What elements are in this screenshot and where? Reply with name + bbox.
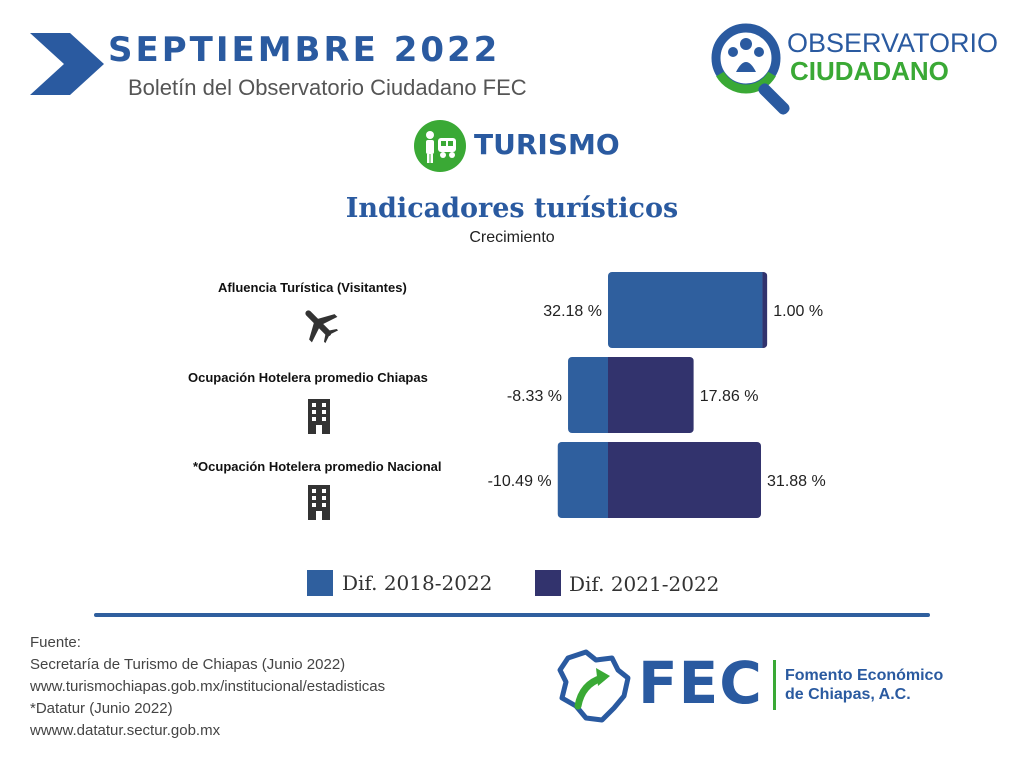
source-line: Fuente: <box>30 634 81 651</box>
source-link[interactable]: wwww.datatur.sectur.gob.mx <box>30 722 221 739</box>
observatorio-logo-line2: CIUDADANO <box>790 56 949 86</box>
bar-2021-2022 <box>762 272 768 348</box>
bar-group <box>608 272 768 348</box>
bar-2018-2022 <box>557 442 608 518</box>
fec-name-line2: de Chiapas, A.C. <box>785 686 911 703</box>
airplane-icon <box>305 310 339 344</box>
data-label-2018-2022: 32.18 % <box>543 303 602 320</box>
building-icon <box>308 399 330 434</box>
chiapas-map-icon <box>557 649 631 723</box>
chart-subtitle: Crecimiento <box>469 229 555 246</box>
source-line: Secretaría de Turismo de Chiapas (Junio … <box>30 656 346 673</box>
bar-group <box>568 357 694 433</box>
bar-2018-2022 <box>608 272 763 348</box>
legend-label-2021: Dif. 2021-2022 <box>569 572 720 596</box>
magnifier-people-icon <box>711 23 790 115</box>
category-label-afluencia: Afluencia Turística (Visitantes) <box>218 280 407 295</box>
tourist-icon <box>414 120 466 172</box>
bulletin-month: SEPTIEMBRE 2022 <box>108 30 501 70</box>
bar-2021-2022 <box>608 357 694 433</box>
source-link[interactable]: www.turismochiapas.gob.mx/institucional/… <box>30 678 386 695</box>
data-label-2021-2022: 31.88 % <box>767 473 826 490</box>
data-label-2021-2022: 1.00 % <box>773 303 823 320</box>
bulletin-subtitle: Boletín del Observatorio Ciudadano FEC <box>128 75 527 100</box>
building-icon <box>308 485 330 520</box>
chart-title: Indicadores turísticos <box>345 193 679 224</box>
data-label-2018-2022: -8.33 % <box>507 388 562 405</box>
section-title: TURISMO <box>474 128 620 161</box>
legend-swatch-2018 <box>307 570 333 596</box>
divider <box>94 613 930 617</box>
source-notes: Fuente: Secretaría de Turismo de Chiapas… <box>30 632 385 742</box>
category-label-ocupacion-chiapas: Ocupación Hotelera promedio Chiapas <box>188 370 428 385</box>
fec-logo-divider <box>773 660 776 710</box>
fec-acronym: FEC <box>638 649 763 717</box>
bar-group <box>557 442 762 518</box>
data-label-2018-2022: -10.49 % <box>488 473 552 490</box>
legend-label-2018: Dif. 2018-2022 <box>342 571 493 595</box>
observatorio-logo-line1: OBSERVATORIO <box>787 28 999 58</box>
fec-name-line1: Fomento Económico <box>785 667 944 684</box>
category-label-ocupacion-nacional: *Ocupación Hotelera promedio Nacional <box>193 459 442 474</box>
data-label-2021-2022: 17.86 % <box>700 388 759 405</box>
bar-2021-2022 <box>608 442 762 518</box>
source-line: *Datatur (Junio 2022) <box>30 700 173 717</box>
legend-swatch-2021 <box>535 570 561 596</box>
bar-2018-2022 <box>568 357 608 433</box>
chevron-right-icon <box>30 33 104 95</box>
